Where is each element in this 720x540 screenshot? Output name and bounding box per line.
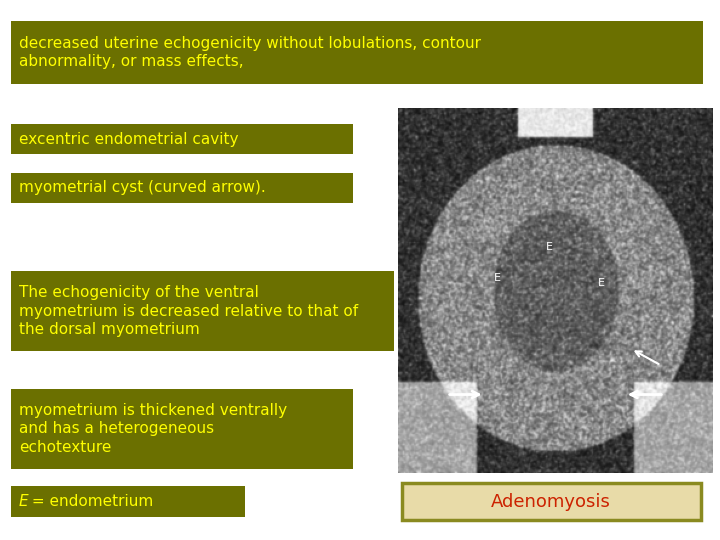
Text: E: E bbox=[19, 494, 28, 509]
Bar bbox=[11, 486, 245, 517]
Text: excentric endometrial cavity: excentric endometrial cavity bbox=[19, 132, 238, 146]
Text: Adenomyosis: Adenomyosis bbox=[491, 492, 611, 511]
Bar bbox=[11, 271, 394, 351]
Bar bbox=[11, 21, 703, 84]
Bar bbox=[11, 389, 353, 469]
Text: The echogenicity of the ventral
myometrium is decreased relative to that of
the : The echogenicity of the ventral myometri… bbox=[19, 285, 358, 337]
Bar bbox=[402, 483, 701, 520]
Text: = endometrium: = endometrium bbox=[27, 494, 153, 509]
Text: myometrium is thickened ventrally
and has a heterogeneous
echotexture: myometrium is thickened ventrally and ha… bbox=[19, 403, 287, 455]
Text: myometrial cyst (curved arrow).: myometrial cyst (curved arrow). bbox=[19, 180, 266, 195]
Bar bbox=[11, 124, 353, 154]
Text: decreased uterine echogenicity without lobulations, contour
abnormality, or mass: decreased uterine echogenicity without l… bbox=[19, 36, 481, 69]
Bar bbox=[11, 173, 353, 202]
